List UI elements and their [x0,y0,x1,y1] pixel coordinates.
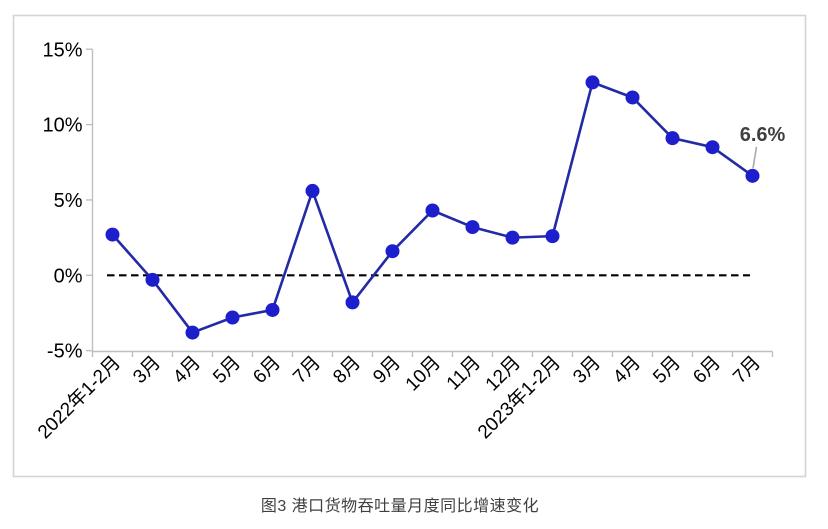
figure-border [12,14,807,478]
data-point [385,244,400,259]
data-point [145,272,160,287]
figure-caption: 图3 港口货物吞吐量月度同比增速变化 [260,498,540,515]
x-tick-label: 9月 [369,352,405,388]
y-tick-label: 15% [42,39,82,61]
x-tick-label: 7月 [289,352,325,388]
x-tick-label: 5月 [209,352,245,388]
data-point [225,310,240,325]
x-tick-label: 3月 [569,352,605,388]
data-point [345,295,360,310]
y-tick-label: 5% [54,190,83,212]
x-tick-label: 11月 [443,352,485,394]
data-point [425,203,440,218]
data-point [585,75,600,90]
data-point [625,90,640,105]
x-tick-label: 4月 [609,352,645,388]
x-tick-label: 6月 [249,352,285,388]
x-tick-label: 5月 [649,352,685,388]
x-tick-label: 2022年1-2月 [33,351,125,443]
data-point [705,140,720,155]
data-point [545,229,560,244]
data-point [265,302,280,317]
data-point [185,325,200,340]
data-point [505,230,520,245]
x-tick-label: 10月 [402,352,445,395]
x-tick-label: 4月 [169,352,205,388]
x-tick-label: 6月 [689,352,725,388]
x-tick-label: 8月 [329,352,365,388]
y-tick-label: -5% [47,341,83,363]
y-tick-label: 10% [42,115,82,137]
data-point [745,168,760,183]
data-point [665,131,680,146]
data-point [465,220,480,235]
annotation-label: 6.6% [740,124,786,146]
y-tick-label: 0% [54,265,83,287]
data-point [305,183,320,198]
data-point [105,227,120,242]
x-tick-label: 3月 [129,352,165,388]
annotation-leader-line [752,146,758,169]
x-tick-label: 7月 [729,352,765,388]
